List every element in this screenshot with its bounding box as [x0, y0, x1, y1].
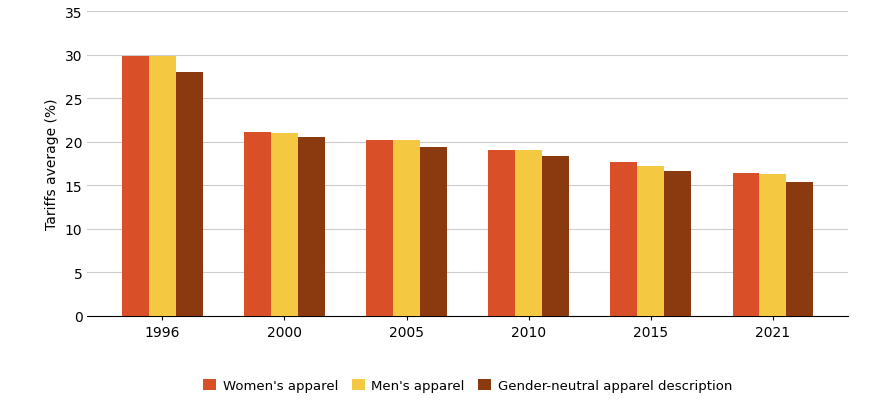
Legend: Women's apparel, Men's apparel, Gender-neutral apparel description: Women's apparel, Men's apparel, Gender-n…: [198, 374, 738, 398]
Bar: [393, 141, 420, 316]
Bar: [420, 147, 447, 316]
Bar: [122, 56, 149, 316]
Bar: [732, 174, 760, 316]
Bar: [489, 150, 515, 316]
Bar: [610, 162, 637, 316]
Bar: [515, 151, 542, 316]
Bar: [176, 73, 203, 316]
Bar: [298, 138, 325, 316]
Bar: [787, 182, 813, 316]
Bar: [244, 133, 271, 316]
Bar: [271, 134, 298, 316]
Bar: [664, 172, 691, 316]
Bar: [637, 166, 664, 316]
Bar: [760, 175, 787, 316]
Bar: [149, 56, 176, 316]
Bar: [366, 141, 393, 316]
Y-axis label: Tariffs average (%): Tariffs average (%): [45, 98, 59, 230]
Bar: [542, 157, 569, 316]
